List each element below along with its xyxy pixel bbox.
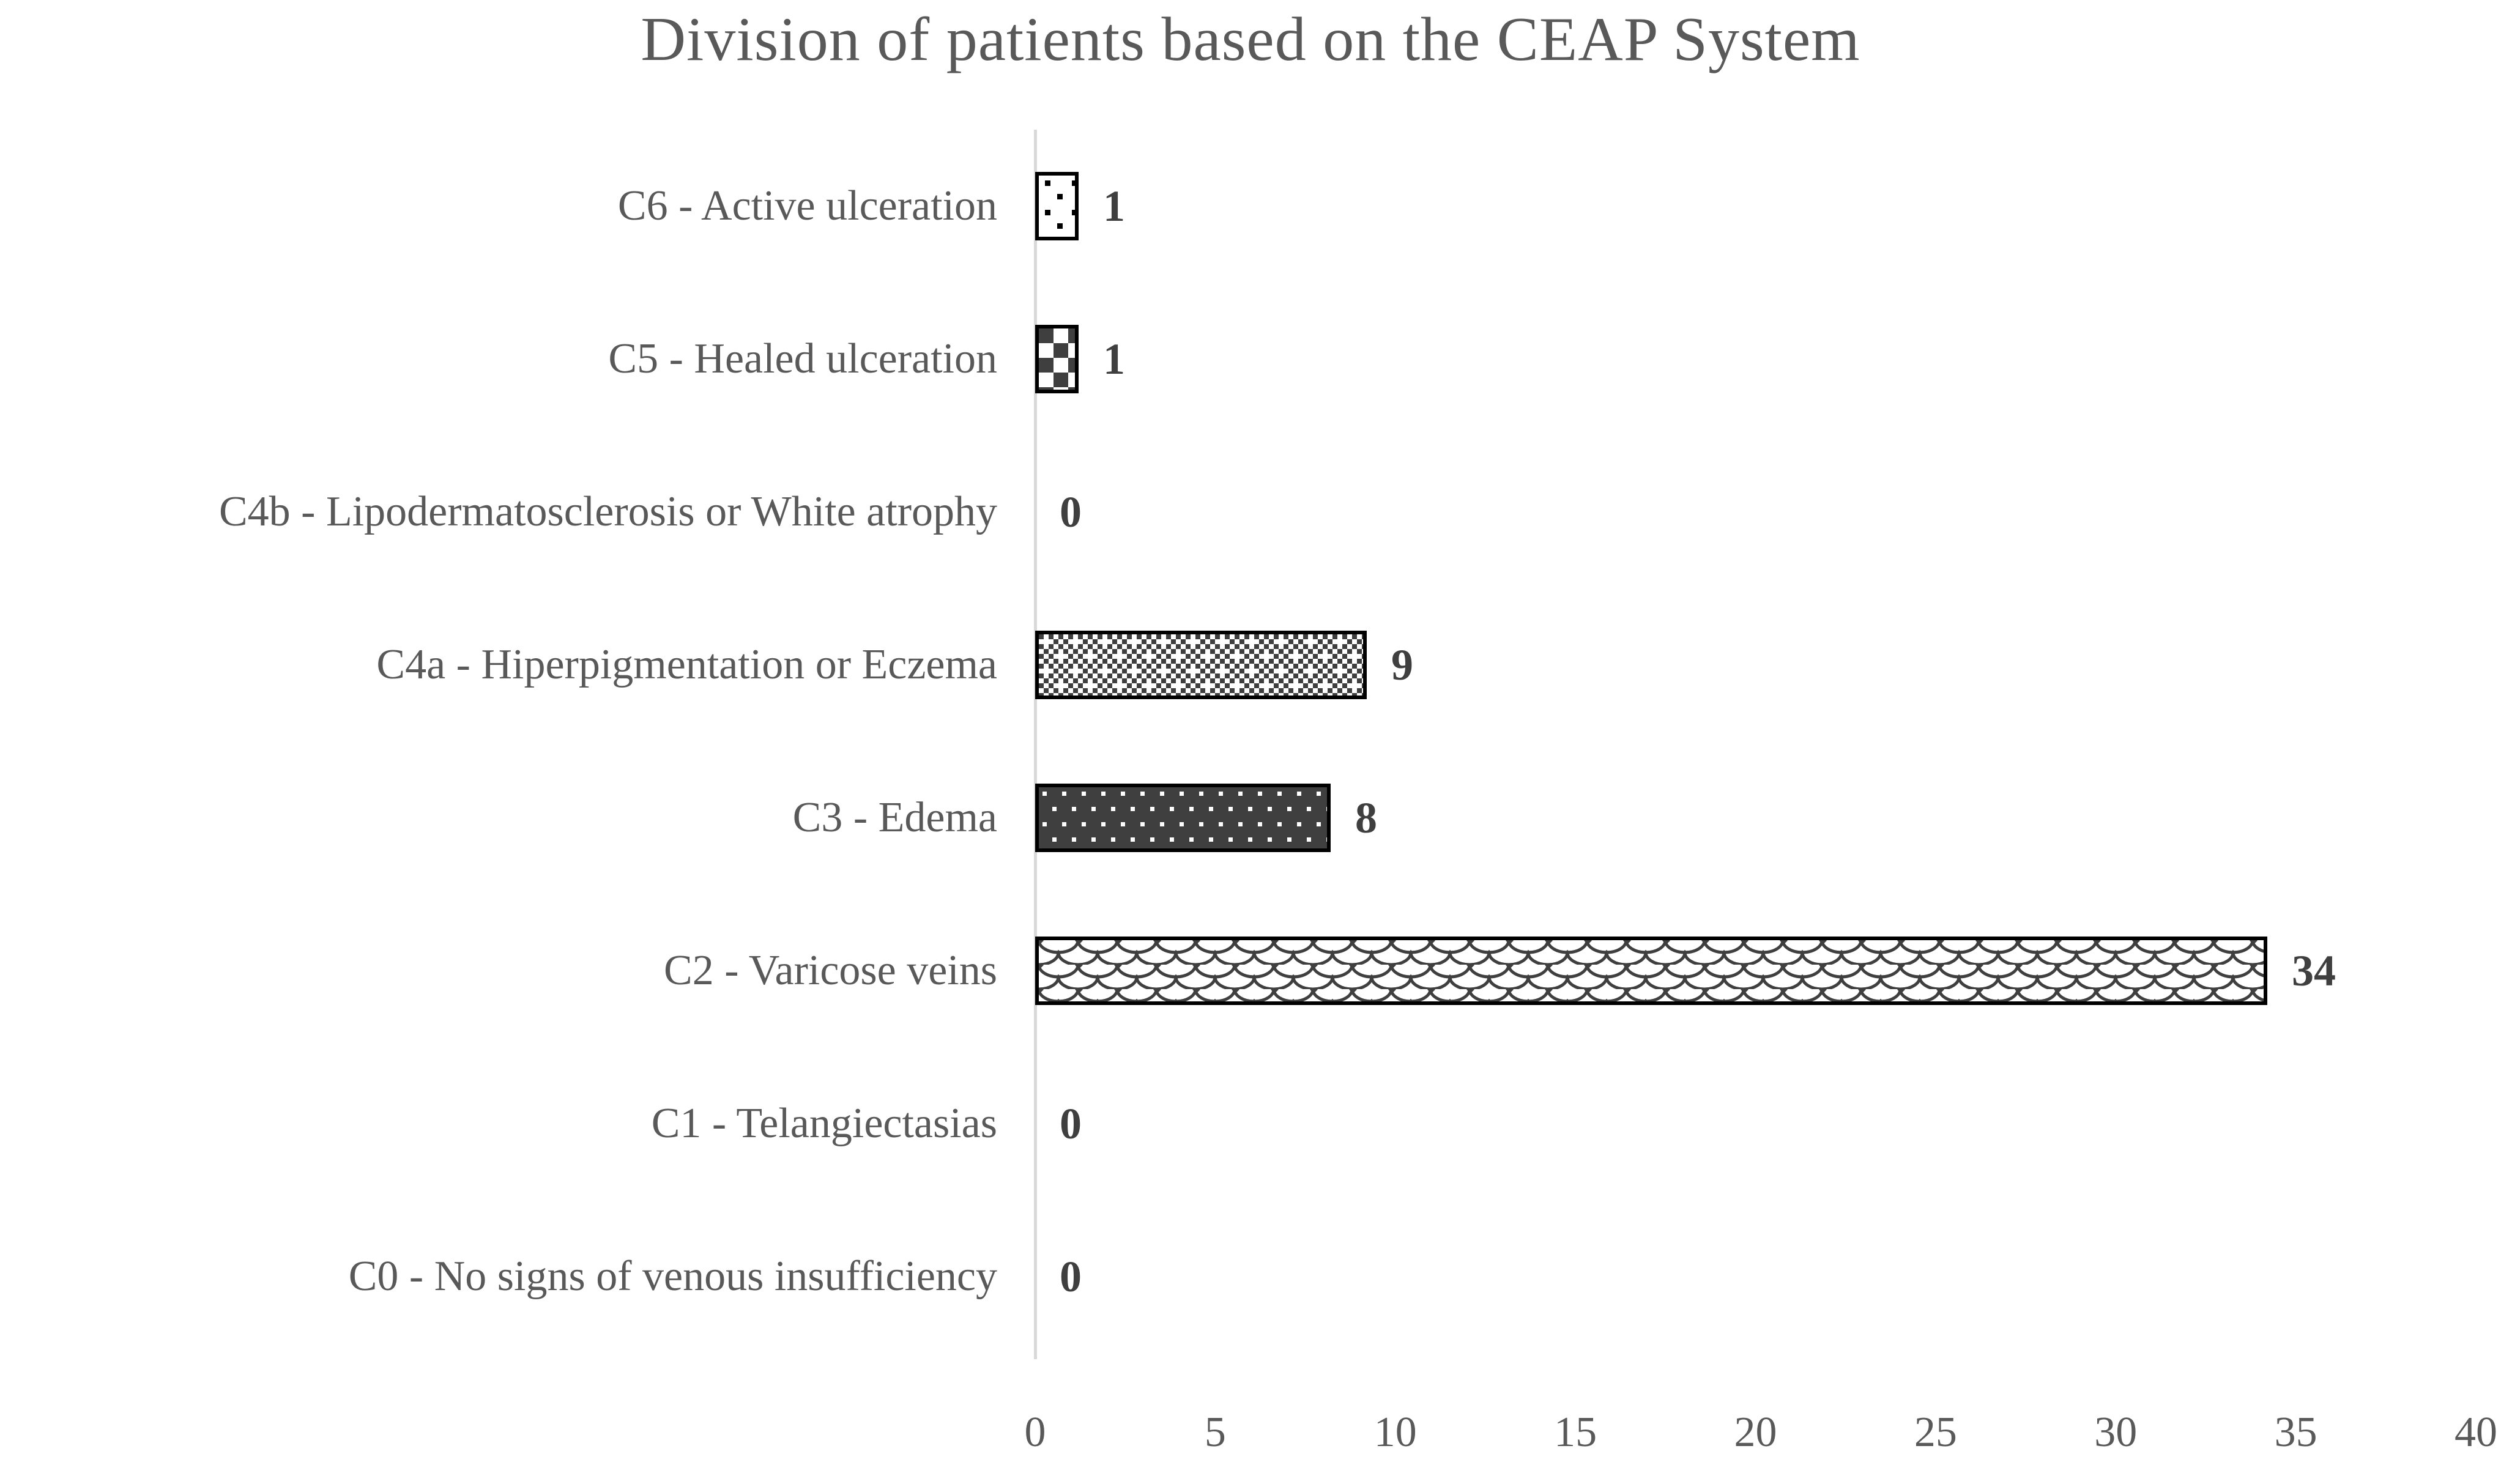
value-label: 34 [2292,946,2336,995]
x-axis-tick-label: 30 [2094,1409,2138,1456]
bar-area: 34 [1035,937,2336,1005]
bar [1035,784,1331,852]
chart-title: Division of patients based on the CEAP S… [641,5,1860,74]
bar-area: 0 [1035,1252,1082,1302]
value-label: 1 [1103,181,1125,231]
x-axis-tick-label: 25 [1914,1409,1957,1456]
bar-rows: C6 - Active ulceration 1 C5 - Healed ulc… [0,130,2501,1353]
bar [1035,937,2267,1005]
bar-area: 1 [1035,325,1125,393]
category-label: C5 - Healed ulceration [608,335,997,382]
bar-area: 0 [1035,1099,1082,1149]
x-axis-tick-label: 5 [1204,1409,1226,1456]
x-axis-tick-label: 0 [1024,1409,1046,1456]
bar-area: 0 [1035,487,1082,538]
category-row: C0 - No signs of venous insufficiency 0 [0,1200,2501,1353]
category-row: C4b - Lipodermatosclerosis or White atro… [0,436,2501,588]
category-row: C2 - Varicose veins 34 [0,894,2501,1047]
value-label: 8 [1355,793,1377,842]
bar-area: 1 [1035,172,1125,240]
category-label: C0 - No signs of venous insufficiency [348,1253,997,1300]
bar-area: 8 [1035,784,1377,852]
value-label: 0 [1060,487,1082,536]
bar-area: 9 [1035,631,1413,699]
category-row: C4a - Hiperpigmentation or Eczema 9 [0,588,2501,741]
category-label: C6 - Active ulceration [617,182,997,229]
category-row: C6 - Active ulceration 1 [0,130,2501,283]
x-axis-tick-label: 20 [1734,1409,1777,1456]
category-label: C3 - Edema [792,794,997,841]
value-label: 0 [1060,1252,1082,1301]
y-axis-line [1034,130,1037,1359]
category-row: C3 - Edema 8 [0,741,2501,894]
x-axis-tick-label: 40 [2455,1409,2497,1456]
x-axis-tick-label: 10 [1373,1409,1417,1456]
category-label: C2 - Varicose veins [664,947,997,994]
x-axis-tick-label: 15 [1554,1409,1597,1456]
x-axis: 0 5 10 15 20 25 30 35 40 [1025,1408,2498,1469]
value-label: 9 [1391,640,1413,689]
category-row: C5 - Healed ulceration 1 [0,283,2501,436]
bar [1035,172,1079,240]
category-label: C4b - Lipodermatosclerosis or White atro… [218,488,997,535]
bar-pattern-fill [1039,940,2264,1001]
bar [1035,325,1079,393]
bar-pattern-fill [1039,176,1075,237]
bar [1035,631,1367,699]
category-label: C4a - Hiperpigmentation or Eczema [376,641,997,688]
bar-pattern-fill [1039,787,1327,848]
value-label: 1 [1103,334,1125,384]
category-label: C1 - Telangiectasias [651,1100,997,1147]
category-row: C1 - Telangiectasias 0 [0,1047,2501,1200]
bar-pattern-fill [1039,634,1363,696]
x-axis-tick-label: 35 [2274,1409,2317,1456]
bar-pattern-fill [1039,328,1075,390]
value-label: 0 [1060,1099,1082,1148]
